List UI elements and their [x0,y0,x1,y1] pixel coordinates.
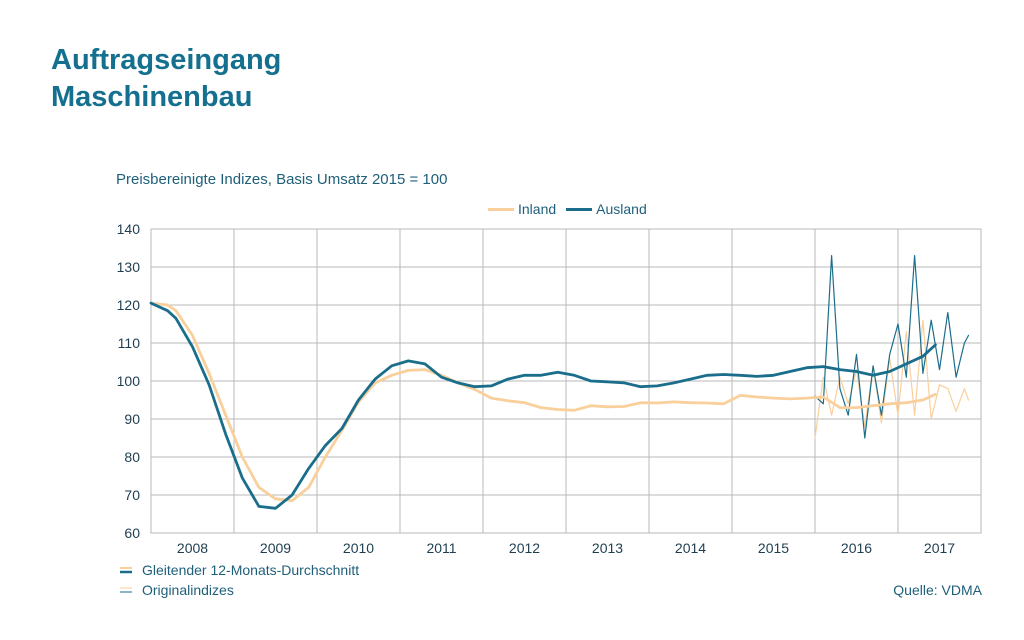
x-tick-label: 2013 [592,540,623,556]
x-tick-label: 2011 [426,540,456,556]
y-tick-label: 130 [117,259,141,275]
y-tick-label: 80 [124,449,140,465]
series-line-inland-smoothed [149,301,937,503]
series-line-ausland-smoothed [149,301,937,510]
y-tick-label: 90 [124,411,140,427]
series-line-ausland-original [814,255,970,439]
y-tick-label: 60 [124,525,140,541]
chart-subtitle: Preisbereinigte Indizes, Basis Umsatz 20… [116,171,448,188]
chart-legend: Inland Ausland [488,201,657,217]
y-tick-label: 120 [117,297,141,313]
y-tick-label: 140 [117,221,141,237]
chart-axes: 60 70 80 90 100 110 120 130 140 2008 2009 2010 2011 2… [117,221,956,556]
x-tick-label: 2015 [758,540,789,556]
chart-series [149,255,970,510]
note-original: Originalindizes [142,582,234,598]
x-tick-label: 2008 [177,540,208,556]
legend-swatch-ausland [566,207,593,211]
y-tick-label: 70 [124,487,140,503]
x-tick-label: 2012 [509,540,540,556]
x-tick-label: 2016 [841,540,872,556]
series-line-inland-original [814,319,970,439]
original-line-icon [120,587,132,593]
x-tick-label: 2014 [675,540,706,556]
y-tick-label: 110 [118,335,141,351]
x-tick-label: 2010 [343,540,374,556]
x-tick-label: 2017 [924,540,955,556]
page-title-line-1: Auftragseingang [51,44,282,76]
chart-grid [150,228,982,534]
legend-label-inland: Inland [518,201,557,217]
page-title-line-2: Maschinenbau [51,81,253,113]
y-tick-label: 100 [117,373,141,389]
source-note: Quelle: VDMA [893,582,982,598]
note-smoothed: Gleitender 12-Monats-Durchschnitt [142,562,360,578]
legend-swatch-inland [488,207,514,211]
legend-label-ausland: Ausland [596,201,647,217]
legend-item-inland: Inland [488,201,556,217]
legend-item-ausland: Ausland [566,201,647,217]
x-tick-label: 2009 [260,540,291,556]
smoothed-line-icon [120,567,132,574]
